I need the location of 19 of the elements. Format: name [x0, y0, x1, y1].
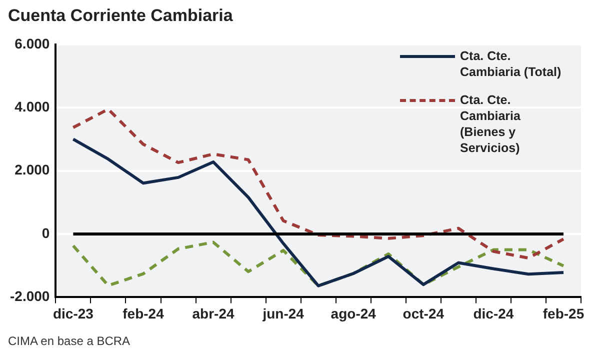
x-tick-label: ago-24	[330, 305, 376, 322]
y-tick-label: 2.000	[14, 162, 50, 178]
chart-title: Cuenta Corriente Cambiaria	[8, 6, 233, 26]
x-tick-label: feb-25	[542, 305, 584, 322]
y-tick-label: 4.000	[14, 98, 50, 114]
x-tick-label: jun-24	[262, 305, 304, 322]
text: CIMA en base a BCRA	[8, 334, 130, 348]
x-tick-label: abr-24	[192, 305, 235, 322]
y-tick-label: -2.000	[10, 288, 50, 304]
legend-label: Cta. Cte. Cambiaria (Bienes y Servicios)	[460, 92, 522, 156]
x-tick-label: feb-24	[122, 305, 164, 322]
x-tick-label: oct-24	[402, 305, 444, 322]
line-series	[72, 240, 565, 288]
y-tick-label: 6.000	[14, 35, 50, 52]
y-tick-label: 0	[42, 224, 50, 241]
x-tick-label: dic-23	[52, 305, 94, 322]
line-series	[72, 108, 565, 260]
x-tick-label: dic-24	[473, 305, 514, 322]
legend-label: Cta. Cte. Cambiaria (Total)	[460, 48, 562, 80]
